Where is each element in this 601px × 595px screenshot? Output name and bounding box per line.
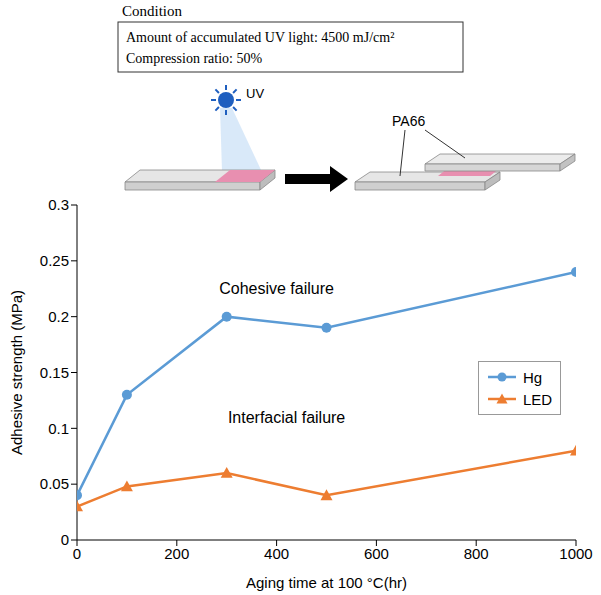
svg-text:Aging time at 100 °C(hr): Aging time at 100 °C(hr) [246, 574, 407, 591]
svg-text:800: 800 [464, 545, 489, 562]
svg-text:0.15: 0.15 [40, 364, 69, 381]
svg-text:Interfacial failure: Interfacial failure [228, 409, 345, 426]
svg-text:600: 600 [364, 545, 389, 562]
html-text:LED: LED [523, 390, 553, 408]
svg-text:Cohesive failure: Cohesive failure [219, 280, 334, 297]
svg-text:0.25: 0.25 [40, 252, 69, 269]
svg-text:1000: 1000 [559, 545, 592, 562]
svg-text:0.2: 0.2 [48, 308, 69, 325]
svg-text:Compression ratio: 50%: Compression ratio: 50% [126, 51, 262, 66]
svg-text:400: 400 [264, 545, 289, 562]
svg-text:PA66: PA66 [392, 113, 425, 129]
svg-text:0.05: 0.05 [40, 475, 69, 492]
svg-text:200: 200 [164, 545, 189, 562]
svg-text:0: 0 [73, 545, 81, 562]
svg-text:0.1: 0.1 [48, 420, 69, 437]
svg-text:Condition: Condition [122, 3, 183, 19]
svg-text:Adhesive strength (MPa): Adhesive strength (MPa) [8, 290, 25, 455]
svg-text:0: 0 [61, 531, 69, 548]
svg-text:Amount of accumulated UV light: Amount of accumulated UV light: 4500 mJ/… [126, 30, 394, 45]
svg-text:0.3: 0.3 [48, 196, 69, 213]
svg-text:UV: UV [246, 86, 264, 101]
html-text:Hg: Hg [523, 368, 543, 386]
